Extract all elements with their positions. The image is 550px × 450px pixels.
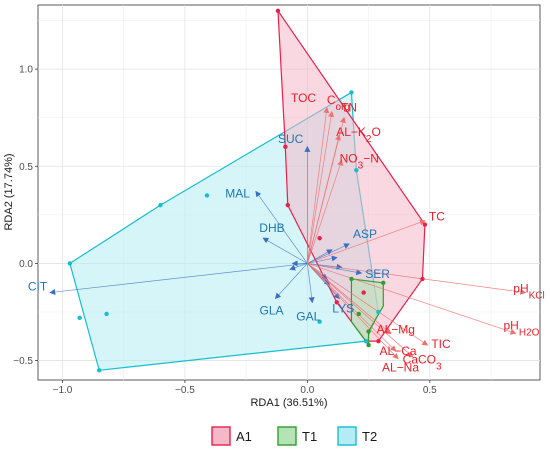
sample-point-a1	[334, 300, 339, 305]
env-label: AL−Na	[382, 361, 419, 375]
arrows	[49, 106, 527, 360]
legend-label-t2: T2	[362, 429, 377, 444]
species-label-mal: MAL	[225, 187, 250, 201]
env-arrow	[307, 263, 517, 335]
env-arrow	[307, 263, 429, 346]
species-arrow	[307, 249, 333, 264]
env-arrow	[307, 263, 527, 295]
axis-ticks: −1.0 −0.5 0.0 0.5 −0.5 0.0 0.5 1.0	[13, 65, 437, 396]
env-arrow	[307, 263, 397, 352]
sample-point-t2	[204, 193, 210, 198]
species-label-suc: SUC	[278, 132, 304, 146]
legend-swatch-a1	[211, 426, 231, 446]
species-arrow	[255, 190, 308, 264]
env-arrow	[307, 159, 343, 264]
sample-point-t2	[104, 311, 109, 317]
sample-point-a1	[376, 338, 381, 344]
env-label: AL−Mg	[377, 322, 415, 336]
species-label-cit: CIT	[28, 280, 48, 294]
sample-point-a1	[317, 235, 322, 241]
y-tick-label: 0.0	[19, 259, 33, 270]
species-arrow	[262, 237, 308, 264]
env-label: TC	[429, 210, 445, 224]
legend-swatch-t1	[277, 426, 297, 446]
species-arrow	[307, 263, 315, 304]
sample-point-a1	[422, 222, 428, 227]
env-label: NO3−N	[340, 151, 379, 171]
env-arrow	[307, 263, 399, 360]
env-label: AL−K2O	[336, 125, 381, 145]
sample-points	[67, 8, 428, 373]
legend: A1 T1 T2	[211, 426, 377, 446]
species-label-ser: SER	[365, 267, 390, 281]
env-arrow	[307, 263, 392, 335]
sample-point-a1	[283, 144, 288, 150]
sample-point-a1	[361, 290, 366, 295]
sample-point-t2	[77, 315, 82, 321]
x-tick-label: −0.5	[175, 385, 195, 396]
y-tick-label: −0.5	[13, 356, 33, 367]
sample-point-t2	[354, 167, 359, 173]
sample-point-a1	[420, 276, 425, 282]
x-tick-label: 0.0	[300, 385, 314, 396]
x-tick-label: −1.0	[53, 385, 73, 396]
env-label: Corg	[327, 93, 350, 113]
env-arrow	[307, 263, 414, 358]
y-axis-title: RDA2 (17.74%)	[3, 153, 15, 230]
env-label: TOC	[291, 91, 316, 105]
sample-point-t1	[366, 342, 371, 348]
env-label: pHH2O	[504, 318, 540, 338]
species-arrow	[307, 263, 363, 276]
species-label-lys: LYS	[332, 301, 354, 315]
env-label: TIC	[431, 337, 451, 351]
sample-point-t2	[317, 319, 322, 324]
env-arrow	[307, 219, 426, 264]
species-arrow	[274, 263, 308, 300]
env-label: TN	[341, 101, 357, 115]
sample-point-t2	[376, 309, 381, 315]
env-arrow	[307, 110, 335, 264]
sample-point-t1	[366, 329, 371, 334]
legend-swatch-t2	[337, 426, 357, 446]
sample-point-a1	[285, 202, 290, 208]
sample-point-t1	[349, 276, 354, 282]
sample-point-t2	[363, 338, 369, 344]
env-arrow	[307, 106, 330, 264]
legend-label-a1: A1	[236, 429, 252, 444]
sample-point-t2	[97, 368, 102, 373]
species-arrow	[49, 263, 308, 295]
sample-point-a1	[275, 8, 281, 14]
x-axis-title: RDA1 (36.51%)	[250, 397, 327, 409]
env-arrow	[307, 134, 341, 264]
env-label: pHKCl	[513, 282, 544, 302]
y-tick-label: 0.5	[19, 162, 33, 173]
species-arrow	[307, 255, 338, 264]
species-label-dhb: DHB	[259, 221, 284, 235]
sample-point-t2	[158, 202, 163, 208]
env-label: CaCO3	[403, 353, 442, 373]
sample-point-t2	[349, 90, 354, 95]
legend-label-t1: T1	[302, 429, 317, 444]
sample-point-t2	[67, 261, 73, 266]
y-tick-label: 1.0	[19, 65, 33, 76]
sample-point-t1	[381, 280, 386, 286]
species-label-gal: GAL	[296, 309, 320, 323]
sample-point-t1	[356, 311, 361, 317]
species-label-gla: GLA	[260, 303, 284, 317]
x-tick-label: 0.5	[423, 385, 437, 396]
species-arrow	[289, 263, 308, 271]
species-label-asp: ASP	[353, 227, 377, 241]
env-label: AL−Ca	[380, 344, 417, 358]
